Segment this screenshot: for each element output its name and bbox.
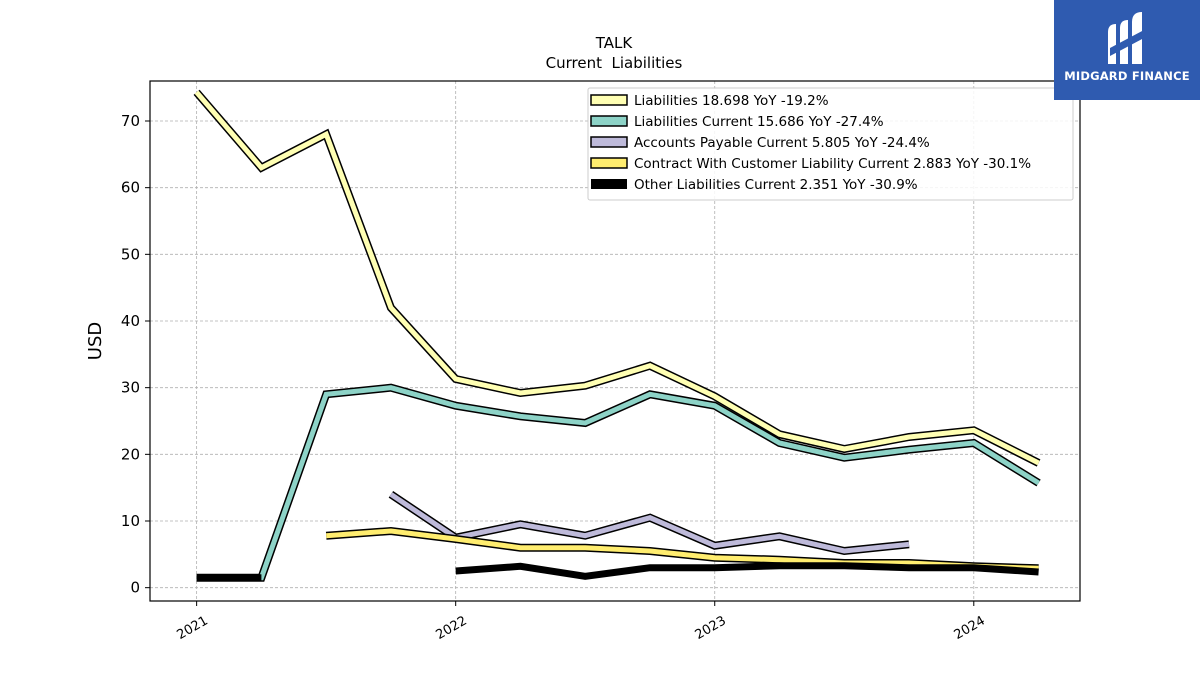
series-line (326, 528, 1039, 571)
chart-subtitle: Current Liabilities (546, 54, 683, 72)
logo-text: MIDGARD FINANCE (1064, 69, 1190, 83)
series-line (194, 90, 1040, 466)
legend-label: Accounts Payable Current 5.805 YoY -24.4… (634, 135, 930, 151)
legend-swatch (590, 136, 628, 148)
legend-box (587, 87, 1074, 201)
legend-swatch (590, 94, 628, 106)
legend-label: Liabilities Current 15.686 YoY -27.4% (634, 114, 884, 130)
series-4 (196, 562, 1039, 582)
series-line (389, 492, 910, 554)
y-tick-label: 0 (130, 579, 140, 597)
y-axis-label: USD (85, 322, 106, 360)
series-1 (196, 383, 1041, 582)
series-line (196, 385, 1040, 581)
y-tick-label: 20 (121, 445, 140, 463)
x-tick-label: 2021 (174, 613, 210, 643)
chart-title: TALK (595, 34, 634, 52)
y-tick-label: 30 (121, 379, 140, 397)
series-0 (193, 89, 1041, 467)
series-2 (388, 490, 910, 556)
legend-swatch (590, 157, 628, 169)
midgard-finance-logo: MIDGARD FINANCE (1054, 0, 1200, 100)
plot-frame (149, 80, 1081, 602)
y-tick-label: 70 (121, 112, 140, 130)
x-tick-label: 2022 (434, 613, 470, 643)
series-line (196, 562, 1039, 582)
legend-label: Other Liabilities Current 2.351 YoY -30.… (634, 177, 918, 193)
x-tick-label: 2023 (693, 613, 729, 643)
legend: Liabilities 18.698 YoY -19.2% Liabilities… (587, 87, 1074, 201)
series-3 (325, 526, 1039, 573)
legend-swatch (591, 179, 627, 189)
series-layer (193, 89, 1041, 582)
y-tick-label: 10 (121, 512, 140, 530)
x-tick-label: 2024 (952, 613, 988, 643)
y-tick-label: 40 (121, 312, 140, 330)
legend-swatch (590, 115, 628, 127)
y-tick-label: 50 (121, 245, 140, 263)
legend-label: Contract With Customer Liability Current… (634, 156, 1031, 172)
legend-label: Liabilities 18.698 YoY -19.2% (634, 93, 829, 109)
midgard-finance-logo-icon (1108, 12, 1144, 64)
y-tick-label: 60 (121, 179, 140, 197)
